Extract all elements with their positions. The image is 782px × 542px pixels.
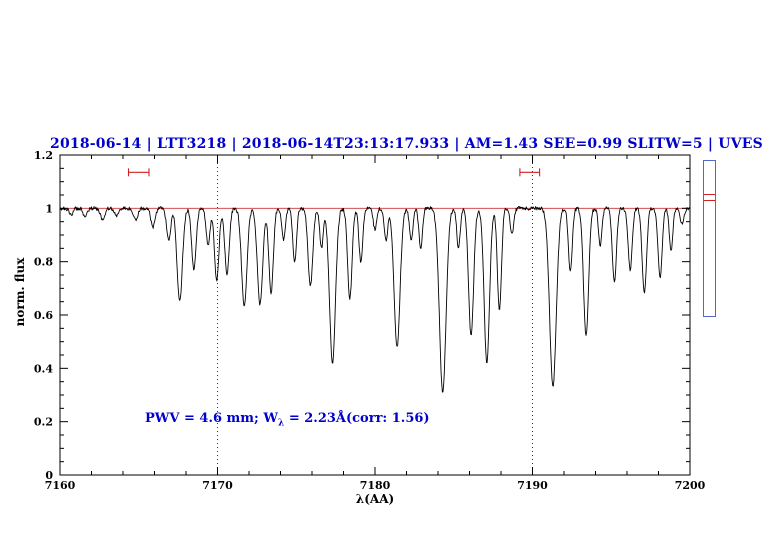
bandpass-marker <box>519 168 541 177</box>
y-tick-label: 0.4 <box>34 362 53 375</box>
x-tick-label: 7190 <box>517 479 548 492</box>
x-tick-label: 7200 <box>675 479 706 492</box>
plot-title: 2018-06-14 | LTT3218 | 2018-06-14T23:13:… <box>50 136 763 152</box>
pwv-annotation: PWV = 4.6 mm; Wλ = 2.23Å(corr: 1.56) <box>145 411 430 429</box>
side-panel <box>703 160 716 317</box>
annotation-prefix: PWV = 4.6 mm; W <box>145 411 278 426</box>
y-tick-label: 0.2 <box>34 416 53 429</box>
annotation-suffix: = 2.23Å(corr: 1.56) <box>284 411 430 426</box>
x-axis-label: λ(AA) <box>355 492 395 506</box>
x-tick-label: 7180 <box>360 479 391 492</box>
spectrum-line <box>59 206 691 393</box>
y-tick-label: 1.2 <box>34 149 53 162</box>
side-panel-red-line <box>704 194 715 195</box>
y-tick-label: 0 <box>45 469 53 482</box>
y-tick-label: 0.6 <box>34 309 53 322</box>
x-tick-label: 7170 <box>202 479 233 492</box>
y-axis-label: norm. flux <box>13 257 27 327</box>
y-tick-label: 1 <box>45 202 53 215</box>
x-tick-label: 7160 <box>45 479 76 492</box>
side-panel-red-line <box>704 200 715 201</box>
annotation-lambda-sub: λ <box>277 418 285 429</box>
y-tick-label: 0.8 <box>34 256 53 269</box>
bandpass-marker <box>127 168 150 177</box>
